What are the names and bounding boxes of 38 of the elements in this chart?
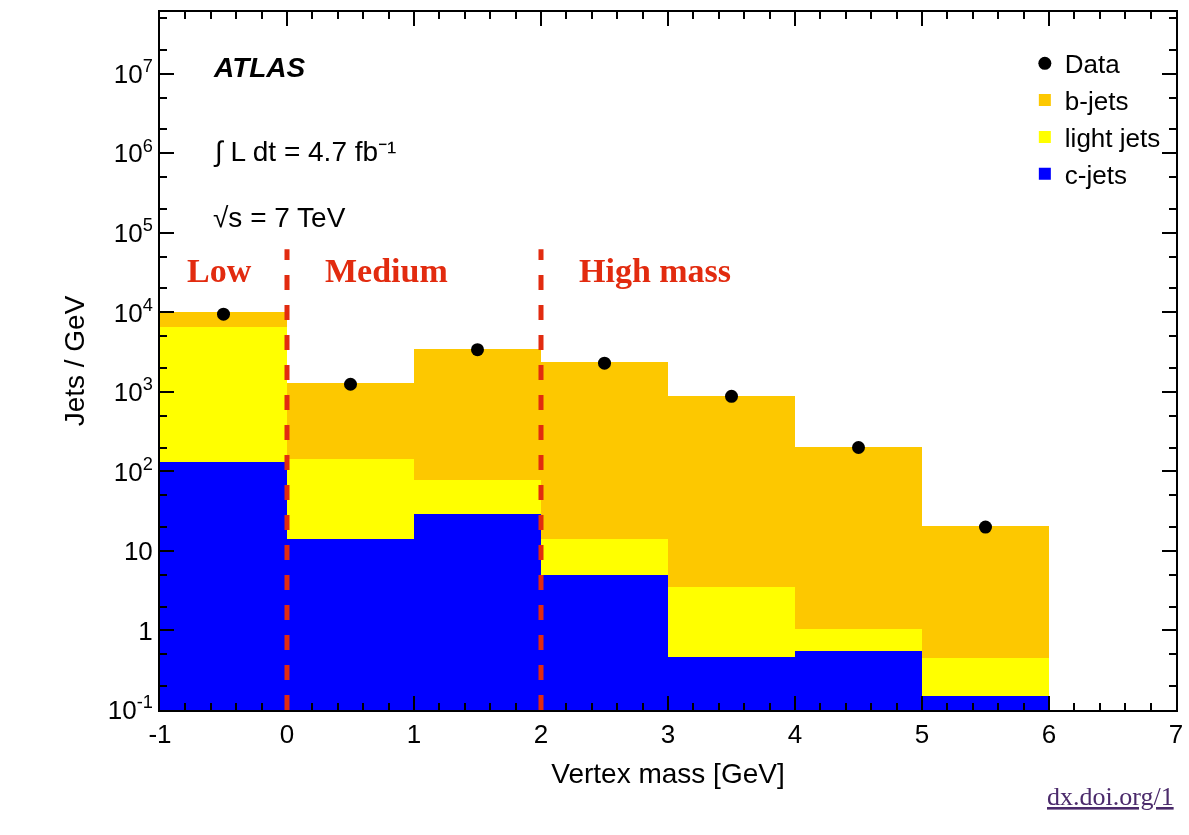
y-tick-label: 10$^{4}$ [113, 294, 153, 328]
bar [541, 539, 668, 575]
x-axis-title: Vertex mass [GeV] [551, 757, 785, 789]
annotation: √s = 7 TeV [213, 202, 346, 233]
legend-label: light jets [1064, 123, 1161, 154]
y-tick-label: 10$^{3}$ [113, 374, 153, 408]
x-tick-label: 6 [1041, 719, 1057, 750]
annotation: ∫ L dt = 4.7 fb⁻¹ [213, 136, 397, 167]
point [217, 307, 230, 321]
y-tick-label: 1 [138, 615, 153, 646]
point [979, 520, 992, 534]
legend-label: c-jets [1064, 159, 1127, 190]
x-tick-label: 7 [1168, 719, 1184, 750]
legend-label: Data [1064, 49, 1121, 80]
y-tick-label: 10 [123, 536, 153, 567]
x-tick-label: 3 [660, 719, 676, 750]
annotation: High mass [579, 252, 732, 289]
x-tick-label: 0 [279, 719, 295, 750]
x-tick-label: 1 [406, 719, 422, 750]
y-tick-label: 10$^{2}$ [113, 453, 153, 487]
point [598, 356, 611, 370]
x-tick-label: 2 [533, 719, 549, 750]
y-axis-title: Jets / GeV [58, 295, 90, 427]
point [344, 377, 357, 391]
y-tick-label: 10$^{7}$ [113, 56, 153, 89]
x-tick-label: 5 [914, 719, 930, 750]
annotation: Low [187, 252, 252, 289]
annotation: ATLAS [213, 52, 306, 83]
point [471, 343, 484, 357]
point [725, 389, 738, 403]
bar [160, 312, 287, 327]
y-tick-label: 10$^{6}$ [113, 135, 153, 169]
y-tick-label: 10$^{5}$ [113, 215, 153, 249]
annotation: Medium [325, 252, 448, 289]
x-tick-label: 4 [787, 719, 803, 750]
point [852, 441, 865, 455]
text: dx.doi.org/1 [1047, 782, 1174, 811]
legend-label: b-jets [1064, 86, 1129, 117]
